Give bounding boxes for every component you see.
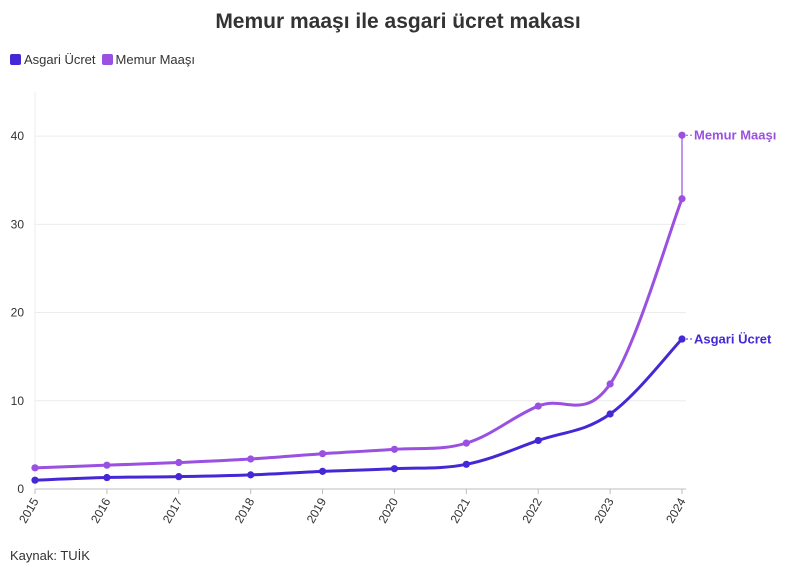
x-tick-label-2017: 2017: [160, 495, 186, 525]
x-tick-label-2020: 2020: [376, 495, 402, 525]
point-asgari-ucret-2020: [390, 465, 399, 473]
point-asgari-ucret-2018: [247, 471, 255, 479]
legend-label-memur-maasi: Memur Maaşı: [115, 52, 195, 67]
point-memur-maasi-2023: [606, 380, 614, 388]
legend-label-asgari-ucret: Asgari Ücret: [24, 52, 96, 67]
x-tick-label-2022: 2022: [519, 495, 545, 525]
legend: Asgari Ücret Memur Maaşı: [10, 52, 201, 67]
source-note: Kaynak: TUİK: [10, 548, 90, 563]
legend-item-memur-maasi[interactable]: Memur Maaşı: [101, 52, 195, 67]
x-tick-label-2024: 2024: [663, 495, 689, 525]
legend-swatch-memur-maasi: [101, 54, 113, 65]
point-asgari-ucret-2022: [534, 436, 542, 445]
point-memur-maasi-2021: [462, 439, 470, 447]
point-asgari-ucret-2016: [103, 473, 111, 482]
legend-item-asgari-ucret[interactable]: Asgari Ücret: [10, 52, 96, 67]
y-tick-label-40: 40: [11, 129, 25, 143]
x-tick-label-2019: 2019: [304, 495, 330, 525]
point-asgari-ucret-2019: [318, 467, 327, 475]
point-asgari-ucret-2024: [678, 335, 686, 343]
chart-title: Memur maaşı ile asgari ücret makası: [215, 10, 581, 33]
end-label-asgari-ucret: Asgari Ücret: [694, 332, 772, 347]
point-memur-maasi-2020: [390, 445, 399, 453]
x-tick-label-2021: 2021: [447, 495, 473, 525]
y-tick-label-30: 30: [11, 217, 25, 231]
y-tick-label-10: 10: [11, 394, 25, 408]
x-tick-label-2016: 2016: [88, 495, 114, 525]
series-line-asgari-ucret: [33, 337, 684, 482]
x-tick-label-2018: 2018: [232, 495, 258, 525]
point-asgari-ucret-2017: [175, 473, 183, 481]
point-memur-maasi-2015: [31, 464, 39, 472]
legend-swatch-asgari-ucret: [10, 54, 21, 65]
point-asgari-ucret-2023: [606, 410, 614, 418]
point-memur-maasi-2022: [534, 402, 542, 410]
y-tick-label-20: 20: [11, 306, 25, 320]
point-memur-maasi-extra: [678, 131, 686, 139]
point-asgari-ucret-2015: [31, 476, 39, 484]
x-tick-label-2023: 2023: [591, 495, 617, 525]
point-memur-maasi-2016: [103, 461, 111, 469]
point-memur-maasi-2019: [318, 450, 327, 458]
end-label-memur-maasi: Memur Maaşı: [694, 128, 776, 143]
point-asgari-ucret-2021: [462, 460, 470, 468]
point-memur-maasi-2017: [175, 458, 183, 467]
point-memur-maasi-2018: [247, 455, 255, 463]
x-tick-label-2015: 2015: [16, 495, 42, 525]
y-tick-label-0: 0: [17, 482, 24, 496]
